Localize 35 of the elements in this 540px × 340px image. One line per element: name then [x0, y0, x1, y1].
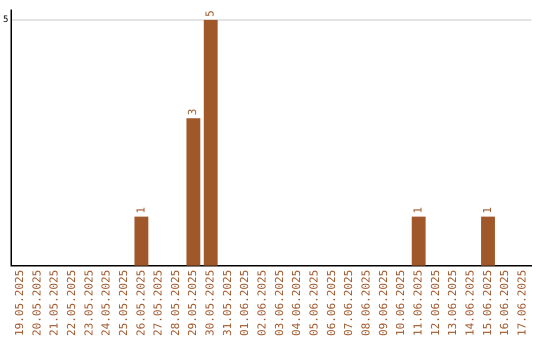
x-tick-label: 17.06.2025	[516, 270, 529, 336]
x-tick-label: 08.06.2025	[360, 270, 373, 336]
x-tick-label: 02.06.2025	[256, 270, 269, 336]
x-tick-label: 14.06.2025	[464, 270, 477, 336]
x-tick-label: 13.06.2025	[446, 270, 460, 336]
x-tick-label: 25.05.2025	[116, 270, 130, 336]
data-label: 1	[480, 206, 494, 214]
x-tick-label: 30.05.2025	[204, 270, 217, 336]
data-label: 3	[186, 108, 200, 116]
x-tick-label: 12.06.2025	[428, 270, 442, 336]
data-label: 5	[204, 10, 217, 17]
x-tick-label: 11.06.2025	[412, 270, 425, 336]
x-tick-label: 23.05.2025	[82, 270, 96, 336]
x-tick-label: 06.06.2025	[324, 270, 338, 336]
x-tick-label: 15.06.2025	[480, 270, 494, 336]
x-tick-label: 07.06.2025	[342, 270, 356, 336]
data-label: 1	[134, 206, 148, 214]
x-tick-label: 20.05.2025	[30, 270, 44, 336]
x-tick-label: 21.05.2025	[48, 270, 61, 336]
x-tick-label: 01.06.2025	[238, 270, 252, 336]
x-tick-label: 24.05.2025	[100, 270, 113, 336]
x-tick-label: 31.05.2025	[220, 270, 234, 336]
x-tick-label: 04.06.2025	[290, 270, 304, 336]
x-tick-label: 09.06.2025	[376, 270, 390, 336]
x-tick-label: 05.06.2025	[308, 270, 321, 336]
x-tick-label: 03.06.2025	[272, 270, 286, 336]
x-tick-label: 29.05.2025	[186, 270, 200, 336]
x-tick-label: 27.05.2025	[152, 270, 165, 336]
data-label: 1	[412, 206, 425, 214]
x-tick-label: 26.05.2025	[134, 270, 148, 336]
x-tick-label: 19.05.2025	[12, 270, 26, 336]
x-tick-label: 16.06.2025	[498, 270, 512, 336]
x-tick-label: 22.05.2025	[64, 270, 78, 336]
x-tick-label: 28.05.2025	[168, 270, 182, 336]
x-tick-label: 10.06.2025	[394, 270, 408, 336]
